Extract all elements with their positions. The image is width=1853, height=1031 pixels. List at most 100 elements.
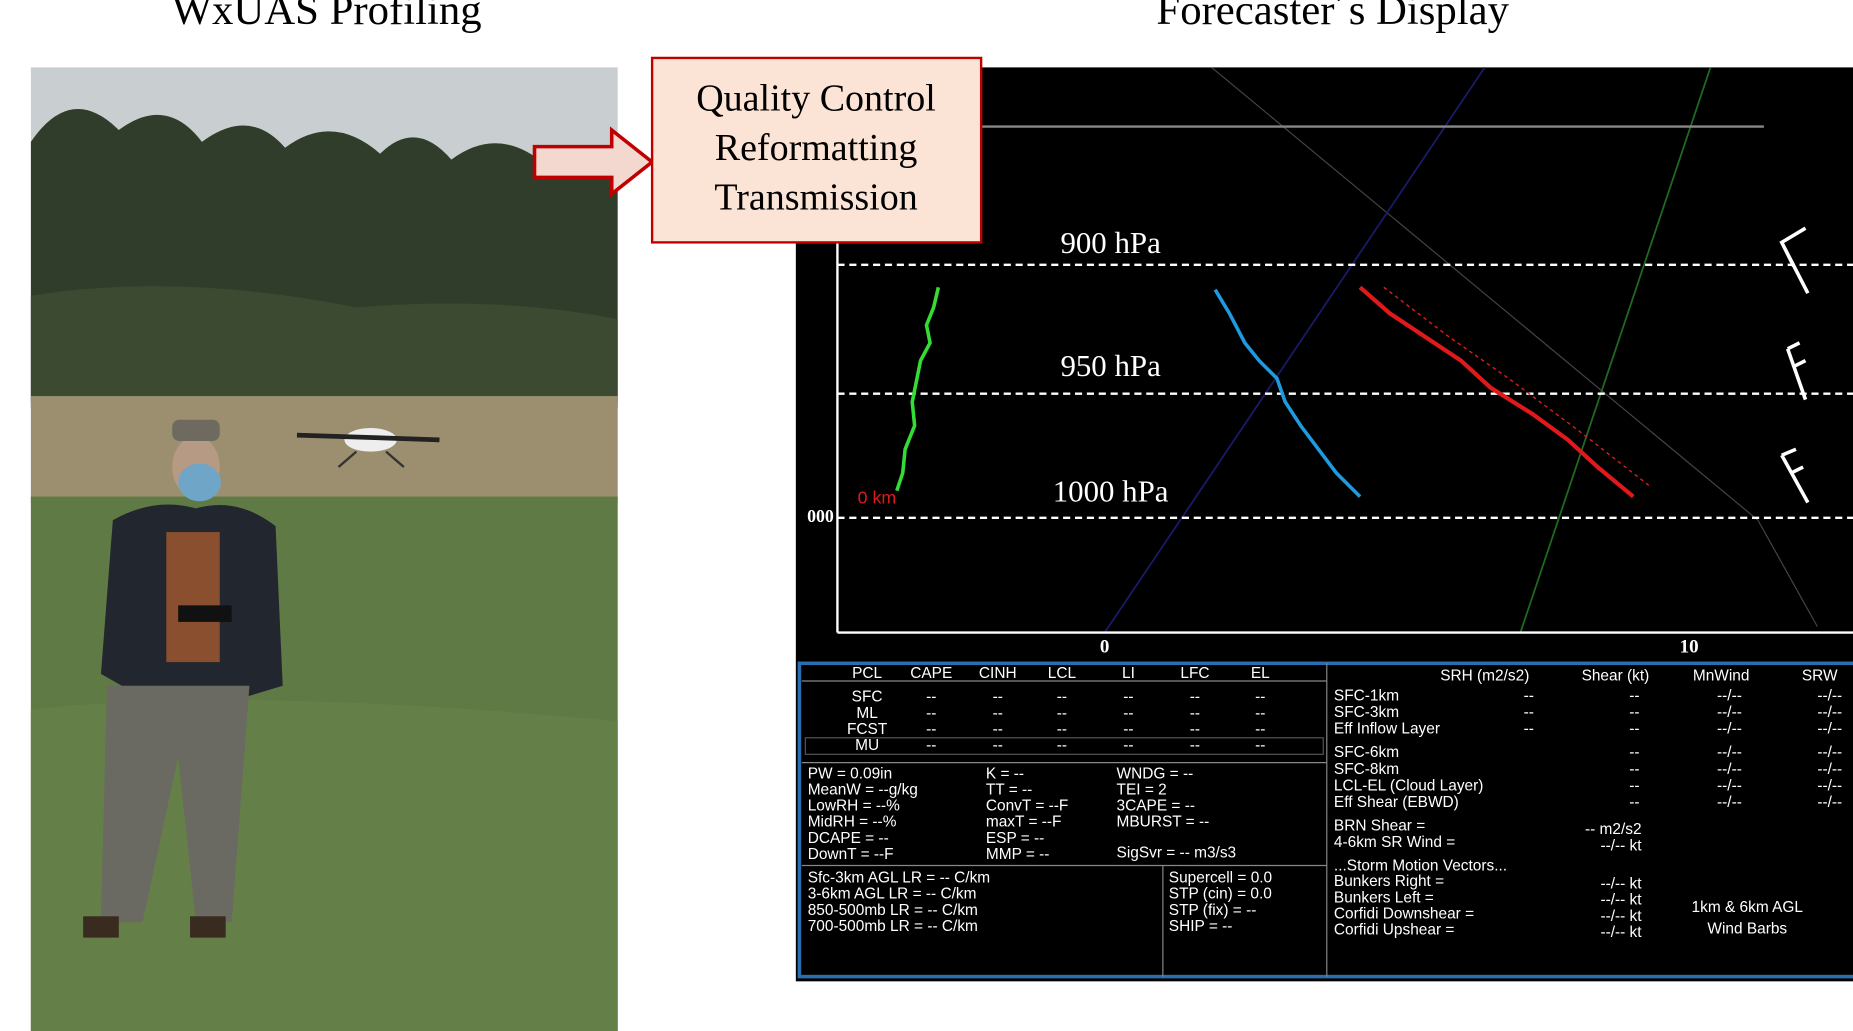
index-text: TT = -- — [986, 782, 1032, 799]
row-label: BRN Shear = — [1334, 818, 1425, 835]
table-cell: -- — [926, 737, 936, 754]
table-cell: -- — [926, 705, 936, 722]
arrow-in — [532, 126, 655, 198]
x-label: 0 — [1100, 636, 1110, 657]
table-cell: -- — [1123, 705, 1133, 722]
table-header: LFC — [1180, 665, 1209, 682]
severe-index: STP (fix) = -- — [1169, 902, 1257, 919]
index-text: ESP = -- — [986, 830, 1044, 847]
table-cell: --/-- — [1817, 777, 1842, 794]
table-cell: -- — [1629, 761, 1639, 778]
pressure-label: 950 hPa — [1060, 349, 1161, 383]
index-text: MidRH = --% — [808, 814, 897, 831]
table-cell: ML — [856, 705, 878, 722]
row-label: Bunkers Right = — [1334, 873, 1444, 890]
index-text: 3CAPE = -- — [1117, 798, 1195, 815]
table-cell: --/-- — [1817, 794, 1842, 811]
table-cell: -- — [1255, 737, 1265, 754]
table-cell: -- — [1057, 737, 1067, 754]
table-cell: MU — [855, 737, 879, 754]
table-cell: -- — [1057, 721, 1067, 738]
table-cell: SFC — [852, 689, 883, 706]
row-label: SFC-1km — [1334, 687, 1399, 704]
table-cell: --/-- kt — [1600, 908, 1642, 925]
lapse-rate: 850-500mb LR = -- C/km — [808, 902, 978, 919]
table-cell: -- — [1057, 705, 1067, 722]
table-cell: -- — [993, 737, 1003, 754]
table-cell: -- — [1123, 721, 1133, 738]
table-cell: --/-- — [1717, 721, 1742, 738]
table-cell: -- — [1123, 737, 1133, 754]
x-label: 10 — [1680, 636, 1699, 657]
table-cell: -- — [993, 689, 1003, 706]
table-cell: -- — [1629, 721, 1639, 738]
row-label: Corfidi Downshear = — [1334, 906, 1474, 923]
index-text: K = -- — [986, 766, 1024, 783]
process-step: Quality Control — [696, 77, 936, 119]
row-label: Eff Shear (EBWD) — [1334, 794, 1459, 811]
table-cell: -- — [993, 705, 1003, 722]
field-photo — [30, 67, 618, 1031]
row-label: 4-6km SR Wind = — [1334, 834, 1455, 851]
table-cell: -- — [1255, 721, 1265, 738]
table-cell: --/-- — [1817, 721, 1842, 738]
table-cell: -- — [926, 689, 936, 706]
table-cell: --/-- kt — [1600, 838, 1642, 855]
row-label: Bunkers Left = — [1334, 889, 1434, 906]
table-cell: --/-- — [1817, 704, 1842, 721]
table-cell: -- — [1190, 705, 1200, 722]
severe-index: STP (cin) = 0.0 — [1169, 886, 1272, 903]
table-cell: -- — [926, 721, 936, 738]
row-label: Corfidi Upshear = — [1334, 922, 1454, 939]
severe-index: Supercell = 0.0 — [1169, 870, 1272, 887]
table-cell: -- m2/s2 — [1585, 821, 1642, 838]
height-label: 0 km — [858, 488, 897, 508]
pressure-label: 900 hPa — [1060, 226, 1161, 260]
index-text: MMP = -- — [986, 846, 1050, 863]
barb-note: 1km & 6km AGL — [1692, 899, 1804, 916]
table-header: MnWind — [1693, 667, 1750, 684]
table-cell: --/-- — [1817, 744, 1842, 761]
table-header: CINH — [979, 665, 1017, 682]
row-label: Eff Inflow Layer — [1334, 721, 1440, 738]
index-text: TEI = 2 — [1117, 782, 1167, 799]
cut-label: 000 — [807, 506, 834, 526]
barb-note: Wind Barbs — [1707, 920, 1787, 937]
index-text: MeanW = --g/kg — [808, 782, 918, 799]
index-text: maxT = --F — [986, 814, 1062, 831]
index-text: SigSvr = -- m3/s3 — [1117, 845, 1237, 862]
table-cell: --/-- — [1717, 794, 1742, 811]
index-text: PW = 0.09in — [808, 766, 892, 783]
table-cell: -- — [1629, 687, 1639, 704]
index-text: ConvT = --F — [986, 798, 1068, 815]
pressure-label: 1000 hPa — [1053, 474, 1169, 508]
table-header: PCL — [852, 665, 882, 682]
table-cell: -- — [1255, 689, 1265, 706]
table-cell: -- — [1190, 737, 1200, 754]
table-cell: -- — [993, 721, 1003, 738]
table-header: SRH (m2/s2) — [1440, 667, 1529, 684]
table-cell: -- — [1057, 689, 1067, 706]
table-cell: FCST — [847, 721, 888, 738]
table-cell: -- — [1190, 721, 1200, 738]
lapse-rate: Sfc-3km AGL LR = -- C/km — [808, 870, 990, 887]
table-cell: -- — [1524, 687, 1534, 704]
table-header: CAPE — [910, 665, 952, 682]
table-cell: --/-- kt — [1600, 924, 1642, 941]
row-label: SFC-6km — [1334, 744, 1399, 761]
lapse-rate: 700-500mb LR = -- C/km — [808, 918, 978, 935]
table-cell: --/-- — [1717, 744, 1742, 761]
table-cell: --/-- — [1817, 761, 1842, 778]
table-cell: --/-- kt — [1600, 875, 1642, 892]
process-step: Reformatting — [715, 127, 918, 169]
table-cell: --/-- kt — [1600, 892, 1642, 909]
process-step: Transmission — [714, 177, 917, 219]
table-header: EL — [1251, 665, 1270, 682]
right-title: Forecaster´s Display — [1156, 0, 1509, 34]
severe-index: SHIP = -- — [1169, 918, 1233, 935]
table-cell: -- — [1629, 794, 1639, 811]
row-label: LCL-EL (Cloud Layer) — [1334, 777, 1483, 794]
table-cell: --/-- — [1717, 687, 1742, 704]
